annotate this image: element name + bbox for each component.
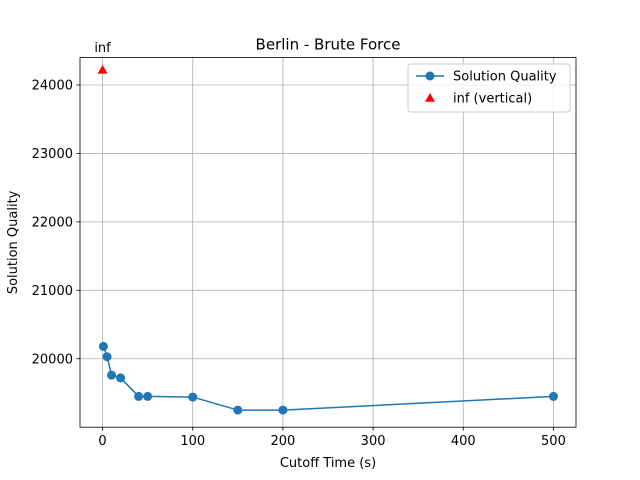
data-point [143, 391, 153, 401]
x-tick-label: 0 [98, 434, 106, 449]
legend: Solution Quality inf (vertical) [407, 63, 571, 113]
data-point [233, 405, 243, 415]
legend-label: Solution Quality [453, 70, 557, 85]
y-tick-label: 22000 [32, 215, 73, 230]
x-tick-label: 300 [361, 434, 386, 449]
x-tick-label: 100 [180, 434, 205, 449]
data-point [107, 370, 117, 380]
y-tick-label: 20000 [32, 352, 73, 367]
data-point [278, 405, 288, 415]
data-point [134, 391, 144, 401]
x-axis-label: Cutoff Time (s) [280, 456, 376, 471]
series-line [102, 346, 554, 411]
y-tick-label: 24000 [32, 78, 73, 93]
data-point [116, 373, 126, 383]
y-axis-label: Solution Quality [6, 190, 21, 294]
x-tick-label: 400 [451, 434, 476, 449]
data-point [548, 391, 558, 401]
chart-title: Berlin - Brute Force [256, 36, 401, 54]
x-tick-label: 500 [541, 434, 566, 449]
legend-point-swatch [425, 71, 435, 81]
x-tick-label: 200 [270, 434, 295, 449]
legend-triangle-swatch [425, 93, 435, 102]
inf-annotation: inf [94, 41, 111, 56]
data-point [98, 341, 108, 351]
y-tick-label: 21000 [32, 284, 73, 299]
plot-data [97, 64, 558, 415]
annotations: inf [94, 41, 111, 56]
y-tick-label: 23000 [32, 147, 73, 162]
inf-marker [97, 64, 108, 74]
legend-label: inf (vertical) [453, 92, 532, 107]
legend-box [407, 63, 571, 113]
axes-frame [79, 57, 577, 428]
data-point [102, 352, 112, 362]
ticks: 0 100 200 300 400 500 20000 21000 22000 23000 2400… [32, 78, 566, 449]
data-point [188, 392, 198, 402]
